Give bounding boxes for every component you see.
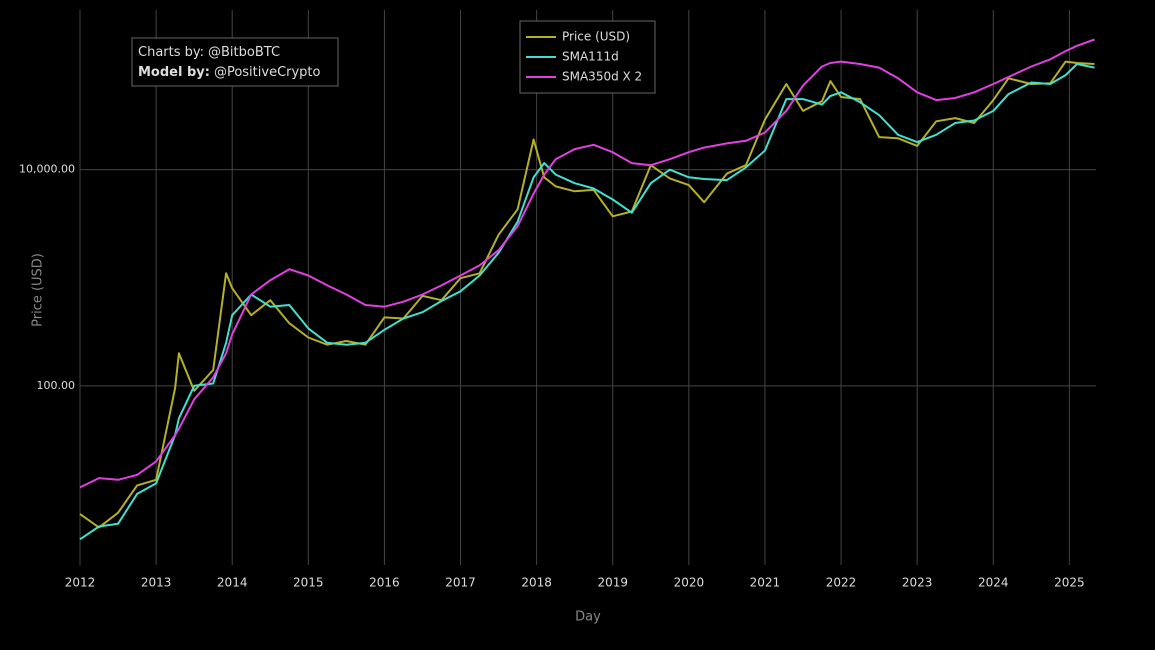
annotation-line: Charts by: @BitboBTC: [138, 45, 280, 60]
annotation-line: Model by: @PositiveCrypto: [138, 65, 321, 80]
x-tick-label: 2014: [217, 576, 248, 590]
annotation-text: @BitboBTC: [208, 45, 280, 60]
x-tick-label: 2021: [750, 576, 781, 590]
x-tick-label: 2013: [141, 576, 172, 590]
annotation-label: Model by:: [138, 65, 210, 80]
x-tick-label: 2025: [1054, 576, 1085, 590]
y-tick-label: 100.00: [37, 379, 76, 392]
x-tick-label: 2017: [445, 576, 476, 590]
legend-label: Price (USD): [562, 30, 630, 44]
legend: Price (USD) SMA111d SMA350d X 2: [519, 20, 656, 94]
x-tick-label: 2015: [293, 576, 324, 590]
plot-area: 2012 2013 2014 2015 2016 2017 2018 2019 2020 2021…: [19, 10, 1096, 590]
annotation-box: Charts by: @BitboBTC Model by: @PositiveCry…: [131, 37, 339, 87]
y-axis-label: Price (USD): [31, 253, 46, 327]
annotation-frame: [131, 37, 339, 87]
annotation-text: @PositiveCrypto: [214, 65, 321, 80]
x-tick-label: 2018: [521, 576, 552, 590]
x-tick-label: 2022: [826, 576, 857, 590]
x-tick-label: 2019: [597, 576, 628, 590]
x-tick-label: 2023: [902, 576, 933, 590]
series-line: [79, 63, 1095, 541]
x-tick-label: 2020: [674, 576, 705, 590]
y-tick-label: 10,000.00: [19, 163, 75, 176]
x-tick-label: 2016: [369, 576, 400, 590]
legend-label: SMA111d: [562, 50, 619, 64]
series-line: [79, 38, 1095, 489]
x-axis-label: Day: [575, 610, 601, 625]
x-tick-label: 2012: [65, 576, 96, 590]
annotation-label: Charts by:: [138, 45, 204, 60]
series-line: [79, 60, 1095, 529]
x-tick-label: 2024: [978, 576, 1009, 590]
legend-label: SMA350d X 2: [562, 70, 642, 84]
